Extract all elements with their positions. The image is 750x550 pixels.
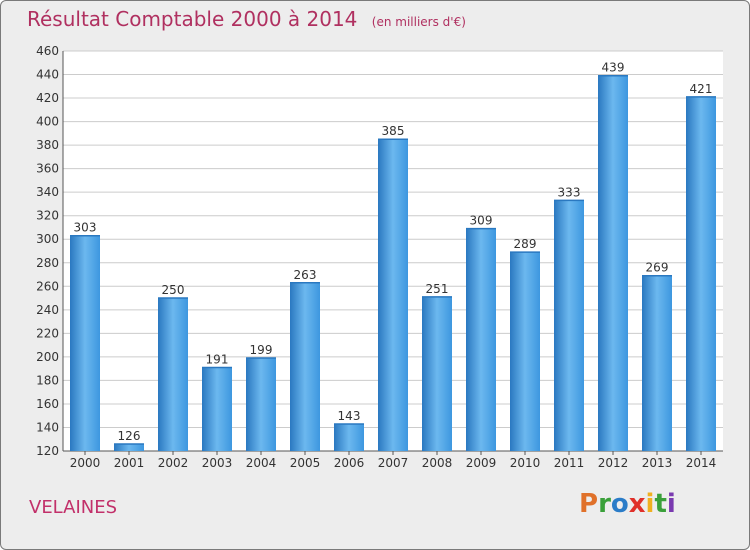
x-tick-label: 2007 (378, 456, 409, 470)
data-label: 333 (558, 185, 581, 199)
y-tick-label: 380 (36, 138, 59, 152)
y-tick-label: 320 (36, 209, 59, 223)
chart-unit-note: (en milliers d'€) (371, 15, 466, 29)
y-tick-label: 460 (36, 44, 59, 58)
bar (334, 423, 364, 451)
y-tick-label: 420 (36, 91, 59, 105)
logo-letter: i (645, 489, 655, 519)
y-tick-label: 140 (36, 420, 59, 434)
y-tick-label: 200 (36, 350, 59, 364)
data-label: 143 (338, 409, 361, 423)
y-tick-label: 280 (36, 256, 59, 270)
bar (554, 200, 584, 451)
x-tick-label: 2009 (466, 456, 497, 470)
bar (598, 75, 628, 452)
data-label: 309 (470, 214, 493, 228)
bar (290, 282, 320, 451)
bar (642, 275, 672, 451)
data-label: 251 (426, 282, 449, 296)
y-tick-label: 400 (36, 115, 59, 129)
x-tick-label: 2003 (202, 456, 233, 470)
y-tick-label: 300 (36, 232, 59, 246)
x-tick-label: 2014 (686, 456, 717, 470)
x-tick-label: 2000 (70, 456, 101, 470)
data-label: 385 (382, 124, 405, 138)
y-tick-label: 340 (36, 185, 59, 199)
data-label: 263 (294, 268, 317, 282)
y-tick-label: 260 (36, 279, 59, 293)
data-label: 250 (162, 283, 185, 297)
data-label: 269 (646, 261, 669, 275)
y-tick-label: 360 (36, 162, 59, 176)
place-name: VELAINES (29, 497, 118, 518)
data-label: 191 (206, 352, 229, 366)
x-tick-label: 2002 (158, 456, 189, 470)
bar (246, 358, 276, 451)
data-label: 421 (690, 82, 713, 96)
logo-letter: x (628, 489, 646, 519)
bar (114, 443, 144, 451)
x-tick-label: 2008 (422, 456, 453, 470)
bar (510, 252, 540, 451)
chart-title-text: Résultat Comptable 2000 à 2014 (27, 7, 358, 31)
data-label: 303 (74, 221, 97, 235)
chart-title: Résultat Comptable 2000 à 2014 (en milli… (27, 7, 466, 31)
x-tick-label: 2013 (642, 456, 673, 470)
bar (202, 367, 232, 451)
y-tick-label: 440 (36, 68, 59, 82)
y-tick-label: 120 (36, 444, 59, 458)
data-label: 289 (514, 237, 537, 251)
x-tick-label: 2004 (246, 456, 277, 470)
x-tick-label: 2011 (554, 456, 585, 470)
x-tick-label: 2012 (598, 456, 629, 470)
bar (70, 235, 100, 451)
data-label: 126 (118, 429, 141, 443)
bar (686, 96, 716, 451)
x-tick-label: 2006 (334, 456, 365, 470)
logo-letter: t (654, 489, 667, 519)
bar (158, 298, 188, 451)
logo-letter: P (579, 489, 599, 519)
data-label: 199 (250, 343, 273, 357)
x-tick-label: 2010 (510, 456, 541, 470)
x-tick-label: 2001 (114, 456, 145, 470)
y-tick-label: 220 (36, 326, 59, 340)
y-tick-label: 180 (36, 373, 59, 387)
data-label: 439 (602, 61, 625, 75)
y-tick-label: 240 (36, 303, 59, 317)
bar (422, 296, 452, 451)
logo-letter: r (598, 489, 611, 519)
x-tick-label: 2005 (290, 456, 321, 470)
y-tick-label: 160 (36, 397, 59, 411)
proxiti-logo: Proxiti (579, 489, 676, 519)
logo-letter: o (610, 489, 629, 519)
bar (466, 228, 496, 451)
bar (378, 139, 408, 451)
logo-letter: i (666, 489, 676, 519)
